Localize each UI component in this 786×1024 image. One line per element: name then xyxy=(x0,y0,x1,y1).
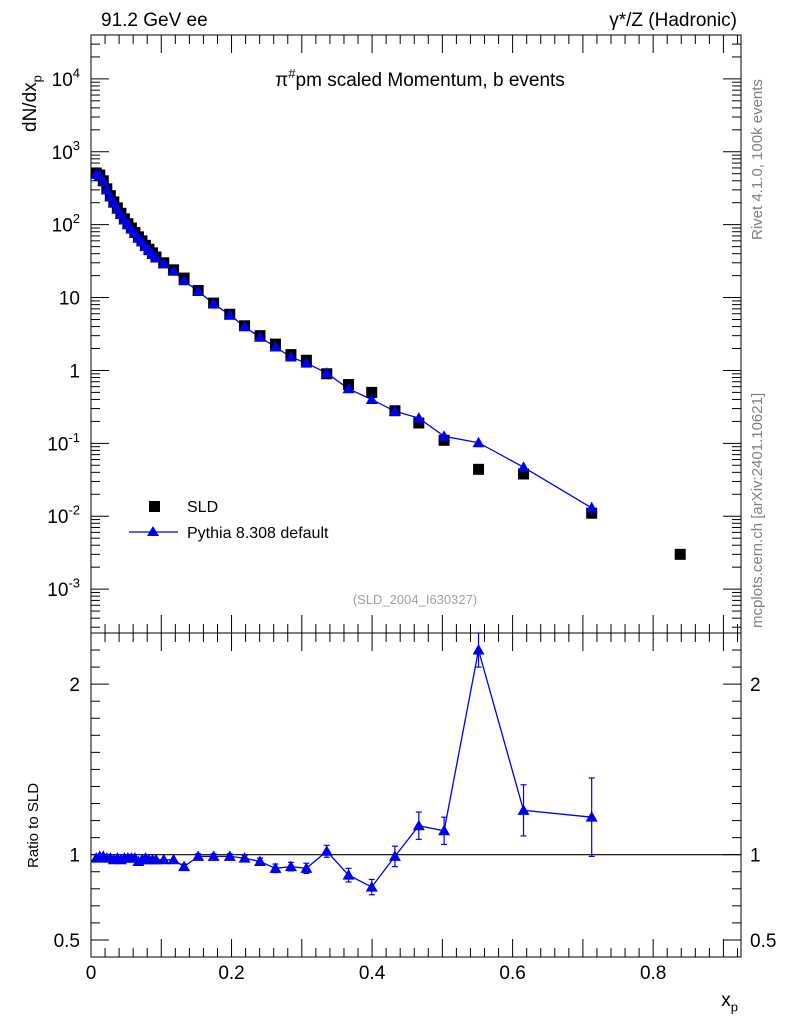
ratio-data-point xyxy=(238,852,251,863)
pythia-data-point xyxy=(238,320,251,332)
y-tick-label: 103​ xyxy=(52,138,80,164)
x-tick-label: 0.8 xyxy=(640,963,666,984)
pythia-data-point xyxy=(97,175,110,187)
y-tick-label: 10-2​ xyxy=(47,503,80,529)
pythia-data-point xyxy=(300,357,313,368)
ratio-plot-frame xyxy=(90,632,742,958)
pythia-data-point xyxy=(167,265,180,276)
header-left-label: 91.2 GeV ee xyxy=(101,10,208,31)
ratio-data-point xyxy=(284,860,297,872)
pythia-data-point xyxy=(388,405,401,416)
ratio-data-point xyxy=(207,850,220,861)
pythia-data-point xyxy=(320,367,333,378)
pythia-data-point xyxy=(150,251,162,263)
pythia-data-point xyxy=(284,350,297,362)
sld-data-point xyxy=(674,548,686,560)
analysis-watermark: (SLD_2004_I630327) xyxy=(353,592,477,607)
pythia-data-point xyxy=(365,393,378,404)
ratio-y-tick-label-left: 1 xyxy=(69,846,80,867)
ratio-data-point xyxy=(438,824,451,836)
ratio-y-tick-label-right: 0.5 xyxy=(750,931,776,952)
sld-data-point xyxy=(518,468,530,480)
x-tick-label: 0.4 xyxy=(359,963,386,984)
ratio-y-tick-label-left: 2 xyxy=(69,675,80,696)
source-label: mcplots.cern.ch [arXiv:2401.10621] xyxy=(749,393,766,628)
ratio-y-tick-label-right: 1 xyxy=(750,846,761,867)
y-tick-label: 10-3​ xyxy=(47,576,80,602)
pythia-data-point xyxy=(192,285,205,296)
ratio-data-point xyxy=(365,881,378,892)
ratio-data-point xyxy=(150,853,162,865)
main-axis-ticks: 10-3​ 10-2​ 10-1​ 1 10 102​ 103​ 104​ xyxy=(47,34,741,633)
pythia-data-point xyxy=(157,257,170,269)
pythia-data-point xyxy=(254,331,266,342)
ratio-data-point xyxy=(412,819,425,831)
pythia-data-point xyxy=(207,297,220,309)
ratio-data-point xyxy=(269,862,282,873)
y-tick-label: 102​ xyxy=(52,211,80,237)
y-tick-label: 10 xyxy=(59,289,80,310)
legend-marker-sld xyxy=(149,501,160,512)
ratio-data-point xyxy=(223,850,236,861)
x-tick-label: 0 xyxy=(86,963,97,984)
main-plot-frame xyxy=(90,34,742,634)
sld-data-point xyxy=(413,417,425,429)
pythia-data-point xyxy=(223,308,236,320)
ratio-y-tick-label-left: 0.5 xyxy=(54,931,80,952)
ratio-data-point xyxy=(585,811,598,822)
ratio-data-point xyxy=(178,860,191,872)
y-tick-label: 104​ xyxy=(52,65,80,91)
pythia-data-point xyxy=(269,340,282,352)
legend-marker-pythia xyxy=(147,526,159,536)
ratio-axis-ticks: 0.5 0.5 1 1 2 2 0 0.2 0.4 0.6 0.8 xyxy=(54,633,776,984)
main-plot-title: π#pm scaled Momentum, b events xyxy=(275,66,565,91)
x-axis-label: xp​ xyxy=(721,990,738,1015)
header-right-label: γ*/Z (Hadronic) xyxy=(609,10,737,31)
main-y-axis-label: dN/dxp​ xyxy=(20,75,45,132)
pythia-data-point xyxy=(342,382,355,394)
sld-data-point xyxy=(366,386,378,398)
pythia-series-line xyxy=(96,173,593,509)
pythia-data-point xyxy=(178,274,191,286)
ratio-data-point xyxy=(517,804,530,815)
pythia-data-point xyxy=(438,430,451,441)
ratio-data-point xyxy=(300,862,313,873)
x-tick-label: 0.2 xyxy=(218,963,244,984)
ratio-data-point xyxy=(342,869,355,880)
y-tick-label: 1 xyxy=(69,361,80,382)
rivet-version-label: Rivet 4.1.0, 100k events xyxy=(749,79,766,240)
legend-label-sld: SLD xyxy=(187,499,218,516)
legend-label-pythia: Pythia 8.308 default xyxy=(187,525,329,542)
ratio-data-point xyxy=(192,850,205,861)
legend: SLD Pythia 8.308 default xyxy=(129,499,329,542)
pythia-data-point xyxy=(412,412,425,423)
ratio-data-point xyxy=(167,853,180,865)
ratio-data-point xyxy=(472,644,485,655)
ratio-data-marks xyxy=(90,632,598,896)
y-tick-label: 10-1​ xyxy=(47,430,80,456)
sld-data-point xyxy=(473,463,485,475)
ratio-y-tick-label-right: 2 xyxy=(750,675,761,696)
ratio-data-point xyxy=(320,845,333,856)
main-data-marks xyxy=(90,167,686,560)
x-tick-label: 0.6 xyxy=(499,963,525,984)
ratio-data-point xyxy=(254,855,266,867)
ratio-data-point xyxy=(157,853,170,865)
pythia-data-point xyxy=(517,461,530,472)
pythia-data-point xyxy=(100,183,113,195)
ratio-data-point xyxy=(388,850,401,861)
ratio-series-line xyxy=(96,649,592,888)
ratio-y-axis-label: Ratio to SLD xyxy=(25,783,42,868)
pythia-data-point xyxy=(472,436,485,448)
